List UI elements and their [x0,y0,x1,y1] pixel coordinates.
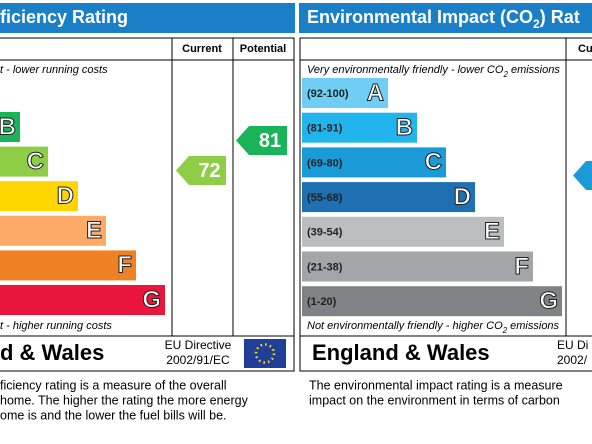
text-part: 2 [502,70,508,79]
text-part: emissions [507,320,559,332]
band-letter: B [396,114,413,141]
region: England & Wales [312,340,490,365]
description: impact on the environment in terms of ca… [309,393,560,407]
eu-flag [244,339,286,368]
left-frame [0,37,295,372]
rating-band [302,112,417,143]
current-rating-value: 72 [198,160,220,182]
band-letter: A [367,79,384,106]
rating-band [302,147,446,178]
band-letter: F [117,252,132,279]
band-letter: E [484,218,500,245]
potential-rating-value: 81 [259,130,281,152]
band-letter: C [425,149,442,176]
right-header-bar [299,3,592,33]
rating-band [302,251,533,282]
bottom-note: Not environmentally friendly - higher CO… [307,320,560,335]
band-range: (39-54) [307,227,343,239]
description: ficiency rating is a measure of the over… [0,378,227,392]
rating-band [0,215,106,246]
right-frame [299,37,592,372]
directive: EU Di [557,338,588,352]
top-note: t - lower running costs [0,64,108,76]
text-part: Not environmentally friendly - higher CO [307,320,503,332]
directive: EU Directive [165,338,232,352]
region: d & Wales [0,340,104,365]
band-letter: G [539,288,558,315]
top-note: Very environmentally friendly - lower CO… [307,64,560,79]
band-range: (81-91) [307,123,343,135]
band-letter: E [86,217,102,244]
text-part: Environmental Impact (CO [307,7,533,27]
rating-band [0,285,165,315]
rating-band [0,181,78,212]
text-part: 2 [502,326,508,335]
current-rating [176,156,226,185]
potential-rating [236,126,287,155]
rating-band [302,78,388,108]
directive: 2002/91/EC [166,353,230,367]
band-range: (92-100) [307,88,349,100]
band-letter: D [57,183,74,210]
band-letter: G [142,286,161,313]
band-letter: B [0,113,16,140]
left-title: ficiency Rating [0,7,128,27]
description: The environmental impact rating is a mea… [309,378,563,392]
rating-band [302,286,562,317]
band-letter: D [454,183,471,210]
text-part: Very environmentally friendly - lower CO [307,64,504,76]
bottom-note: t - higher running costs [0,320,112,332]
text-part: 2 [533,17,540,31]
text-part: emissions [508,64,560,76]
column-header: Cu [578,43,592,55]
band-range: (1-20) [307,296,337,308]
rating-band [0,250,136,281]
band-range: (55-68) [307,192,343,204]
left-header-bar [0,3,295,33]
column-header: Current [182,43,222,55]
band-letter: F [514,253,529,280]
text-part: ) Rat [540,7,580,27]
band-range: (21-38) [307,261,343,273]
band-letter: C [27,148,44,175]
description: home. The higher the rating the more ene… [0,393,249,407]
right-title: Environmental Impact (CO2) Rat [307,7,580,31]
rating-band [0,112,20,142]
column-header: Potential [240,43,286,55]
directive: 2002/ [557,353,588,367]
rating-band [0,146,48,177]
rating-band [302,182,475,213]
description: ome is and the lower the fuel bills will… [0,408,227,422]
rating-band [302,216,504,247]
band-range: (69-80) [307,157,343,169]
current-rating [573,161,592,190]
